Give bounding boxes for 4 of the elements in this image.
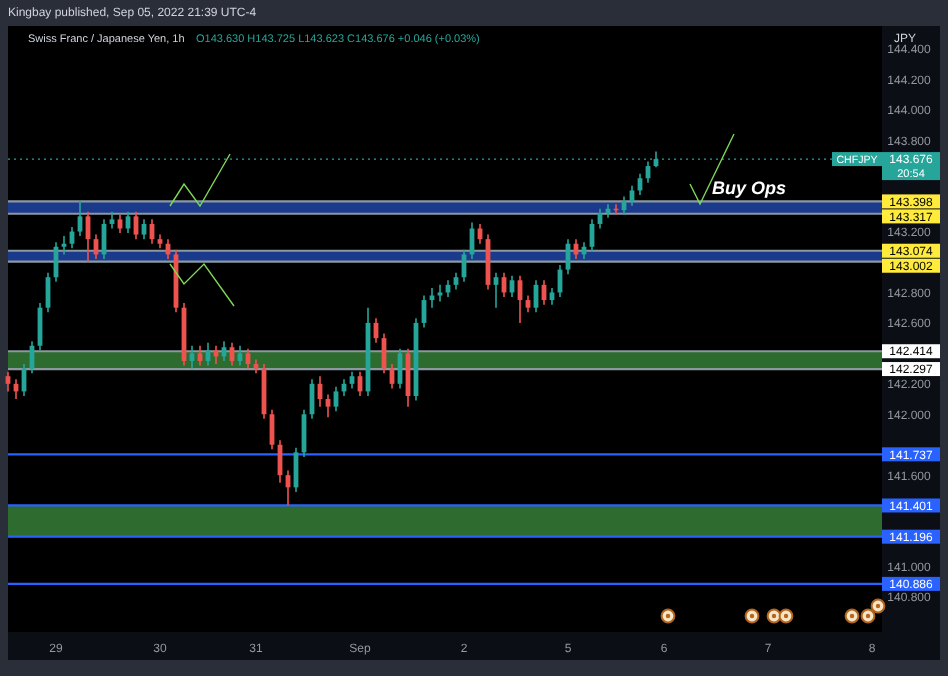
annotation: Buy Ops	[712, 178, 787, 198]
candlestick	[125, 210, 131, 234]
candlestick	[117, 214, 123, 234]
candlestick	[437, 284, 443, 303]
